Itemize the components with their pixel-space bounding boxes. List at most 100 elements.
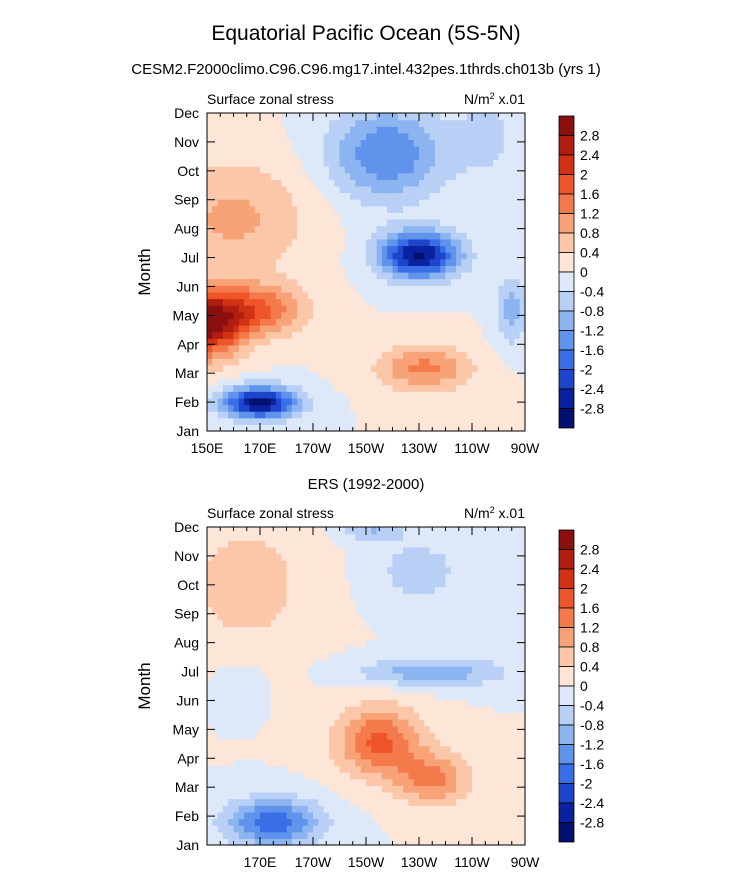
field-cell — [323, 778, 330, 786]
field-cell — [334, 344, 341, 353]
field-cell — [461, 397, 468, 406]
field-cell — [339, 533, 346, 541]
field-cell — [360, 778, 367, 786]
field-cell — [376, 553, 383, 561]
field-cell — [366, 132, 372, 141]
field-cell — [387, 159, 394, 167]
field-cell — [440, 278, 447, 286]
field-cell — [450, 219, 457, 227]
field-cell — [445, 358, 452, 366]
field-cell — [286, 666, 293, 674]
field-cell — [270, 132, 277, 141]
field-cell — [381, 325, 388, 333]
field-cell — [291, 371, 298, 379]
field-cell — [270, 606, 277, 614]
field-cell — [445, 159, 452, 167]
field-cell — [403, 659, 409, 667]
field-cell — [419, 792, 425, 800]
field-cell — [249, 132, 256, 141]
field-cell — [260, 725, 266, 733]
field-cell — [472, 166, 478, 174]
field-cell — [371, 672, 378, 680]
field-cell — [376, 732, 383, 740]
field-cell — [270, 172, 277, 180]
field-cell — [339, 732, 346, 740]
field-cell — [323, 613, 330, 621]
field-cell — [339, 146, 346, 154]
field-cell — [392, 265, 399, 273]
field-cell — [238, 613, 245, 621]
field-cell — [371, 404, 378, 412]
field-cell — [397, 364, 404, 372]
field-cell — [366, 573, 372, 581]
field-cell — [302, 219, 309, 227]
field-cell — [212, 404, 219, 412]
field-cell — [207, 546, 213, 555]
field-cell — [360, 712, 367, 720]
field-cell — [493, 146, 500, 154]
field-cell — [360, 331, 367, 339]
field-cell — [376, 205, 383, 213]
field-cell — [392, 258, 399, 266]
field-cell — [286, 566, 293, 574]
field-cell — [207, 411, 213, 419]
field-cell — [445, 291, 452, 300]
field-cell — [419, 298, 425, 306]
field-cell — [323, 172, 330, 180]
field-cell — [381, 798, 388, 806]
field-cell — [440, 364, 447, 372]
field-0 — [207, 113, 526, 432]
field-cell — [408, 252, 415, 260]
field-cell — [249, 166, 256, 174]
field-cell — [509, 305, 515, 313]
field-cell — [275, 652, 282, 661]
field-cell — [498, 404, 505, 412]
field-cell — [318, 745, 325, 753]
field-cell — [392, 185, 399, 194]
field-cell — [207, 778, 213, 786]
field-cell — [387, 179, 394, 187]
field-cell — [323, 192, 330, 200]
field-cell — [440, 397, 447, 406]
field-cell — [334, 772, 341, 780]
field-cell — [339, 805, 346, 813]
field-cell — [472, 179, 478, 187]
field-cell — [350, 192, 356, 200]
field-cell — [509, 344, 515, 353]
field-cell — [297, 146, 303, 154]
field-cell — [498, 378, 505, 386]
field-cell — [408, 351, 415, 359]
field-cell — [498, 152, 505, 160]
field-cell — [350, 613, 356, 621]
field-cell — [323, 626, 330, 634]
field-cell — [238, 672, 245, 680]
field-cell — [397, 318, 404, 326]
field-cell — [376, 305, 383, 313]
field-cell — [217, 219, 224, 227]
field-cell — [376, 699, 383, 707]
field-cell — [275, 113, 282, 121]
field-cell — [387, 146, 394, 154]
field-cell — [217, 265, 224, 273]
field-cell — [344, 199, 351, 207]
field-cell — [281, 639, 288, 647]
field-cell — [328, 351, 335, 359]
field-cell — [265, 566, 272, 574]
field-cell — [233, 719, 240, 727]
field-cell — [270, 212, 277, 220]
field-cell — [445, 397, 452, 406]
field-cell — [286, 285, 293, 293]
field-cell — [275, 705, 282, 714]
field-cell — [371, 785, 378, 793]
field-cell — [233, 298, 240, 306]
field-cell — [297, 540, 303, 548]
field-cell — [297, 325, 303, 333]
field-cell — [207, 732, 213, 740]
field-cell — [228, 798, 235, 806]
field-cell — [419, 626, 425, 634]
field-cell — [244, 291, 250, 300]
field-cell — [323, 719, 330, 727]
field-cell — [328, 172, 335, 180]
field-cell — [207, 205, 213, 213]
field-cell — [318, 792, 325, 800]
